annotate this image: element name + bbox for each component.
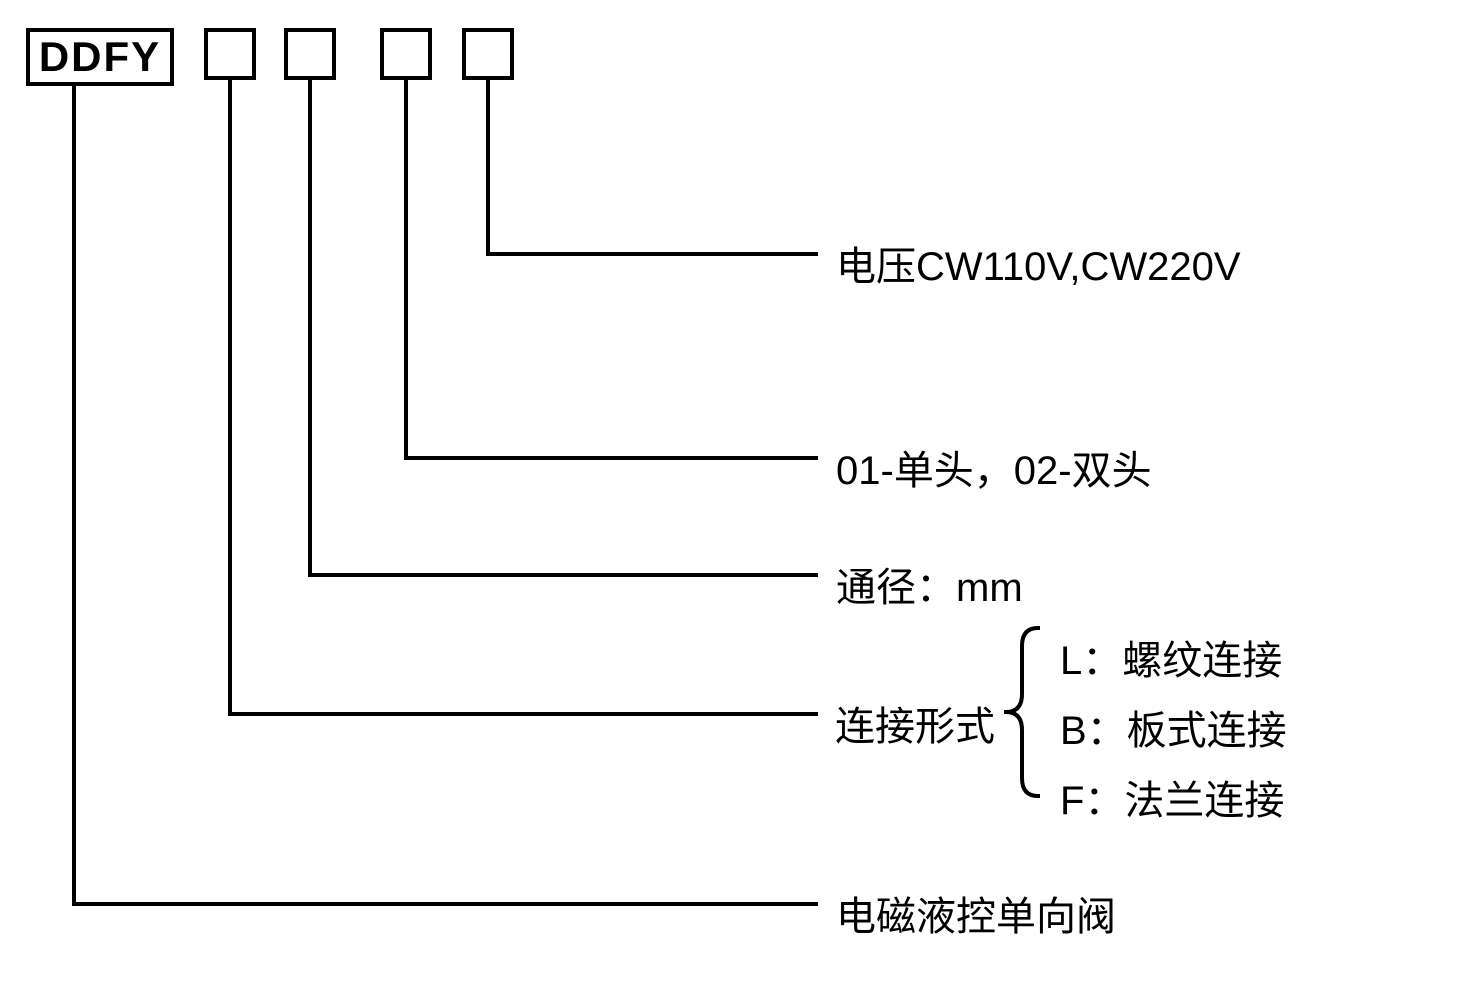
label-connection-type: 连接形式 [835,694,995,752]
option-l: L：螺纹连接 [1060,628,1287,686]
code-box-main-text: DDFY [39,33,161,81]
option-b: B：板式连接 [1060,698,1287,756]
label-product-name: 电磁液控单向阀 [836,884,1116,942]
label-diameter: 通径：mm [836,555,1023,613]
code-box-main: DDFY [26,28,174,86]
label-head-type: 01-单头，02-双头 [836,438,1152,496]
label-voltage: 电压CW110V,CW220V [836,234,1241,292]
code-box-slot4 [462,28,514,80]
model-code-diagram: DDFY 电压CW110V,CW220V 01-单头，02-双头 通径：mm 连… [0,0,1472,982]
connection-options-group: L：螺纹连接 B：板式连接 F：法兰连接 [1060,628,1287,826]
code-box-slot2 [284,28,336,80]
code-box-slot3 [380,28,432,80]
option-f: F：法兰连接 [1060,768,1287,826]
code-box-slot1 [204,28,256,80]
connector-lines [0,0,1472,982]
